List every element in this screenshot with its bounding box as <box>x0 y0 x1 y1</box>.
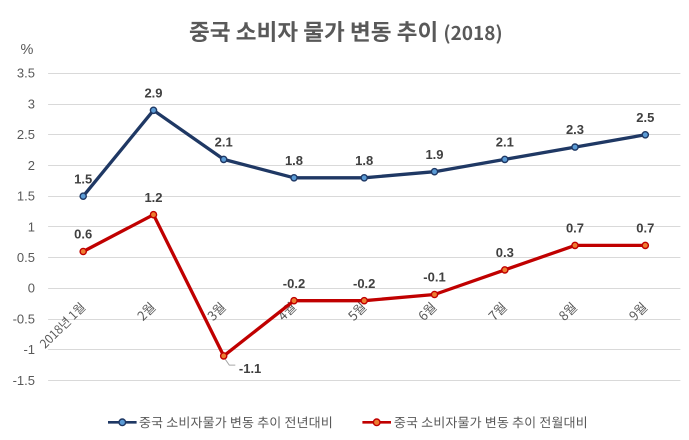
svg-text:1.8: 1.8 <box>355 153 373 168</box>
svg-text:0.7: 0.7 <box>566 221 584 236</box>
svg-text:2.1: 2.1 <box>496 135 514 150</box>
svg-text:2.9: 2.9 <box>144 85 162 100</box>
svg-text:-0.2: -0.2 <box>353 276 375 291</box>
svg-text:0.3: 0.3 <box>496 245 514 260</box>
svg-text:1.8: 1.8 <box>285 153 303 168</box>
svg-text:1.5: 1.5 <box>74 171 92 186</box>
svg-text:1.5: 1.5 <box>17 189 35 204</box>
svg-text:-1: -1 <box>23 342 35 357</box>
svg-text:3.5: 3.5 <box>17 66 35 81</box>
svg-text:0.7: 0.7 <box>636 221 654 236</box>
svg-text:%: % <box>21 42 34 58</box>
svg-text:1: 1 <box>28 219 35 234</box>
svg-text:-1.5: -1.5 <box>13 373 35 388</box>
svg-text:1.9: 1.9 <box>425 147 443 162</box>
svg-text:-0.2: -0.2 <box>283 276 305 291</box>
svg-text:2.1: 2.1 <box>215 135 233 150</box>
svg-text:2: 2 <box>28 158 35 173</box>
svg-text:-0.5: -0.5 <box>13 311 35 326</box>
svg-text:2.3: 2.3 <box>566 122 584 137</box>
svg-text:-1.1: -1.1 <box>239 361 261 376</box>
svg-text:-0.1: -0.1 <box>423 270 445 285</box>
svg-text:3: 3 <box>28 96 35 111</box>
svg-text:1.2: 1.2 <box>144 190 162 205</box>
svg-text:0: 0 <box>28 281 35 296</box>
svg-text:2.5: 2.5 <box>636 110 654 125</box>
svg-text:2.5: 2.5 <box>17 127 35 142</box>
svg-text:0.5: 0.5 <box>17 250 35 265</box>
svg-text:0.6: 0.6 <box>74 227 92 242</box>
